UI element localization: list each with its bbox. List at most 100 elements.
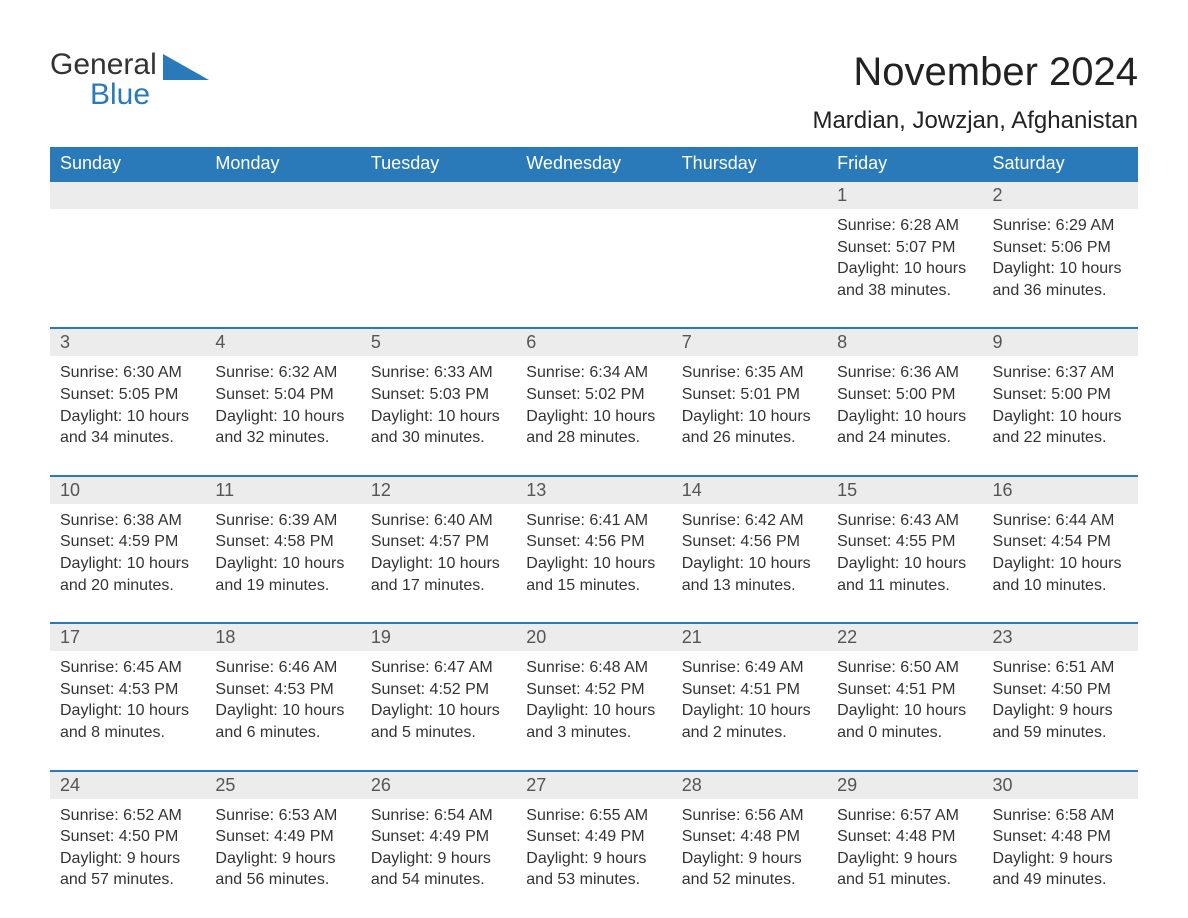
daylight-text: Daylight: 10 hours — [837, 553, 972, 575]
day-cell: 30Sunrise: 6:58 AMSunset: 4:48 PMDayligh… — [983, 771, 1138, 917]
day-details: Sunrise: 6:46 AMSunset: 4:53 PMDaylight:… — [205, 651, 360, 769]
day-details: Sunrise: 6:58 AMSunset: 4:48 PMDaylight:… — [983, 799, 1138, 917]
day-number: 2 — [983, 182, 1138, 209]
day-cell: 6Sunrise: 6:34 AMSunset: 5:02 PMDaylight… — [516, 328, 671, 475]
daylight-text-2: and 49 minutes. — [993, 869, 1128, 891]
day-number: 19 — [361, 624, 516, 651]
logo-text-block: General Blue — [50, 50, 157, 110]
logo: General Blue — [50, 50, 209, 110]
calendar-table: SundayMondayTuesdayWednesdayThursdayFrid… — [50, 147, 1138, 917]
logo-flag-icon — [163, 54, 209, 80]
sunset-text: Sunset: 4:56 PM — [526, 531, 661, 553]
sunrise-text: Sunrise: 6:49 AM — [682, 657, 817, 679]
day-number: 5 — [361, 329, 516, 356]
day-cell: 9Sunrise: 6:37 AMSunset: 5:00 PMDaylight… — [983, 328, 1138, 475]
sunrise-text: Sunrise: 6:37 AM — [993, 362, 1128, 384]
day-details: Sunrise: 6:40 AMSunset: 4:57 PMDaylight:… — [361, 504, 516, 622]
day-details: Sunrise: 6:29 AMSunset: 5:06 PMDaylight:… — [983, 209, 1138, 327]
daylight-text-2: and 17 minutes. — [371, 575, 506, 597]
day-cell: 5Sunrise: 6:33 AMSunset: 5:03 PMDaylight… — [361, 328, 516, 475]
sunrise-text: Sunrise: 6:48 AM — [526, 657, 661, 679]
daylight-text-2: and 24 minutes. — [837, 427, 972, 449]
sunrise-text: Sunrise: 6:45 AM — [60, 657, 195, 679]
sunset-text: Sunset: 5:04 PM — [215, 384, 350, 406]
sunrise-text: Sunrise: 6:28 AM — [837, 215, 972, 237]
day-details: Sunrise: 6:53 AMSunset: 4:49 PMDaylight:… — [205, 799, 360, 917]
day-of-week-header: Tuesday — [361, 147, 516, 181]
daylight-text: Daylight: 9 hours — [215, 848, 350, 870]
day-details: Sunrise: 6:51 AMSunset: 4:50 PMDaylight:… — [983, 651, 1138, 769]
logo-text-general: General — [50, 50, 157, 80]
sunrise-text: Sunrise: 6:30 AM — [60, 362, 195, 384]
day-cell: 13Sunrise: 6:41 AMSunset: 4:56 PMDayligh… — [516, 476, 671, 623]
sunset-text: Sunset: 4:58 PM — [215, 531, 350, 553]
day-cell — [672, 181, 827, 328]
daylight-text: Daylight: 10 hours — [837, 406, 972, 428]
sunrise-text: Sunrise: 6:29 AM — [993, 215, 1128, 237]
daylight-text: Daylight: 9 hours — [837, 848, 972, 870]
day-details: Sunrise: 6:49 AMSunset: 4:51 PMDaylight:… — [672, 651, 827, 769]
sunset-text: Sunset: 4:50 PM — [60, 826, 195, 848]
day-details: Sunrise: 6:56 AMSunset: 4:48 PMDaylight:… — [672, 799, 827, 917]
sunrise-text: Sunrise: 6:38 AM — [60, 510, 195, 532]
daylight-text-2: and 13 minutes. — [682, 575, 817, 597]
daylight-text: Daylight: 10 hours — [526, 553, 661, 575]
day-details: Sunrise: 6:43 AMSunset: 4:55 PMDaylight:… — [827, 504, 982, 622]
daylight-text: Daylight: 10 hours — [371, 553, 506, 575]
day-details: Sunrise: 6:28 AMSunset: 5:07 PMDaylight:… — [827, 209, 982, 327]
daylight-text: Daylight: 10 hours — [60, 553, 195, 575]
sunset-text: Sunset: 4:49 PM — [526, 826, 661, 848]
day-number — [516, 182, 671, 209]
week-row: 1Sunrise: 6:28 AMSunset: 5:07 PMDaylight… — [50, 181, 1138, 328]
daylight-text-2: and 57 minutes. — [60, 869, 195, 891]
sunrise-text: Sunrise: 6:33 AM — [371, 362, 506, 384]
daylight-text-2: and 53 minutes. — [526, 869, 661, 891]
day-of-week-header: Wednesday — [516, 147, 671, 181]
sunrise-text: Sunrise: 6:35 AM — [682, 362, 817, 384]
sunrise-text: Sunrise: 6:57 AM — [837, 805, 972, 827]
daylight-text: Daylight: 9 hours — [60, 848, 195, 870]
daylight-text-2: and 20 minutes. — [60, 575, 195, 597]
sunrise-text: Sunrise: 6:46 AM — [215, 657, 350, 679]
sunrise-text: Sunrise: 6:39 AM — [215, 510, 350, 532]
sunset-text: Sunset: 4:48 PM — [993, 826, 1128, 848]
daylight-text-2: and 34 minutes. — [60, 427, 195, 449]
sunset-text: Sunset: 4:59 PM — [60, 531, 195, 553]
day-cell: 12Sunrise: 6:40 AMSunset: 4:57 PMDayligh… — [361, 476, 516, 623]
day-cell: 17Sunrise: 6:45 AMSunset: 4:53 PMDayligh… — [50, 623, 205, 770]
day-number: 12 — [361, 477, 516, 504]
sunset-text: Sunset: 5:06 PM — [993, 237, 1128, 259]
day-cell — [50, 181, 205, 328]
sunset-text: Sunset: 4:54 PM — [993, 531, 1128, 553]
day-number: 28 — [672, 772, 827, 799]
daylight-text-2: and 56 minutes. — [215, 869, 350, 891]
day-number: 17 — [50, 624, 205, 651]
day-cell: 24Sunrise: 6:52 AMSunset: 4:50 PMDayligh… — [50, 771, 205, 917]
day-cell: 8Sunrise: 6:36 AMSunset: 5:00 PMDaylight… — [827, 328, 982, 475]
sunset-text: Sunset: 5:02 PM — [526, 384, 661, 406]
sunrise-text: Sunrise: 6:50 AM — [837, 657, 972, 679]
daylight-text: Daylight: 9 hours — [682, 848, 817, 870]
sunset-text: Sunset: 5:00 PM — [993, 384, 1128, 406]
daylight-text-2: and 19 minutes. — [215, 575, 350, 597]
day-cell: 27Sunrise: 6:55 AMSunset: 4:49 PMDayligh… — [516, 771, 671, 917]
day-of-week-header: Monday — [205, 147, 360, 181]
daylight-text-2: and 11 minutes. — [837, 575, 972, 597]
sunset-text: Sunset: 4:52 PM — [526, 679, 661, 701]
daylight-text: Daylight: 10 hours — [837, 258, 972, 280]
header: General Blue November 2024 Mardian, Jowz… — [50, 50, 1138, 135]
sunset-text: Sunset: 4:55 PM — [837, 531, 972, 553]
day-number — [361, 182, 516, 209]
daylight-text-2: and 54 minutes. — [371, 869, 506, 891]
day-number: 11 — [205, 477, 360, 504]
day-details — [50, 209, 205, 241]
day-number: 16 — [983, 477, 1138, 504]
day-details — [516, 209, 671, 241]
day-number: 22 — [827, 624, 982, 651]
day-number: 30 — [983, 772, 1138, 799]
day-cell: 28Sunrise: 6:56 AMSunset: 4:48 PMDayligh… — [672, 771, 827, 917]
daylight-text-2: and 38 minutes. — [837, 280, 972, 302]
day-number: 20 — [516, 624, 671, 651]
sunset-text: Sunset: 4:48 PM — [682, 826, 817, 848]
sunrise-text: Sunrise: 6:56 AM — [682, 805, 817, 827]
